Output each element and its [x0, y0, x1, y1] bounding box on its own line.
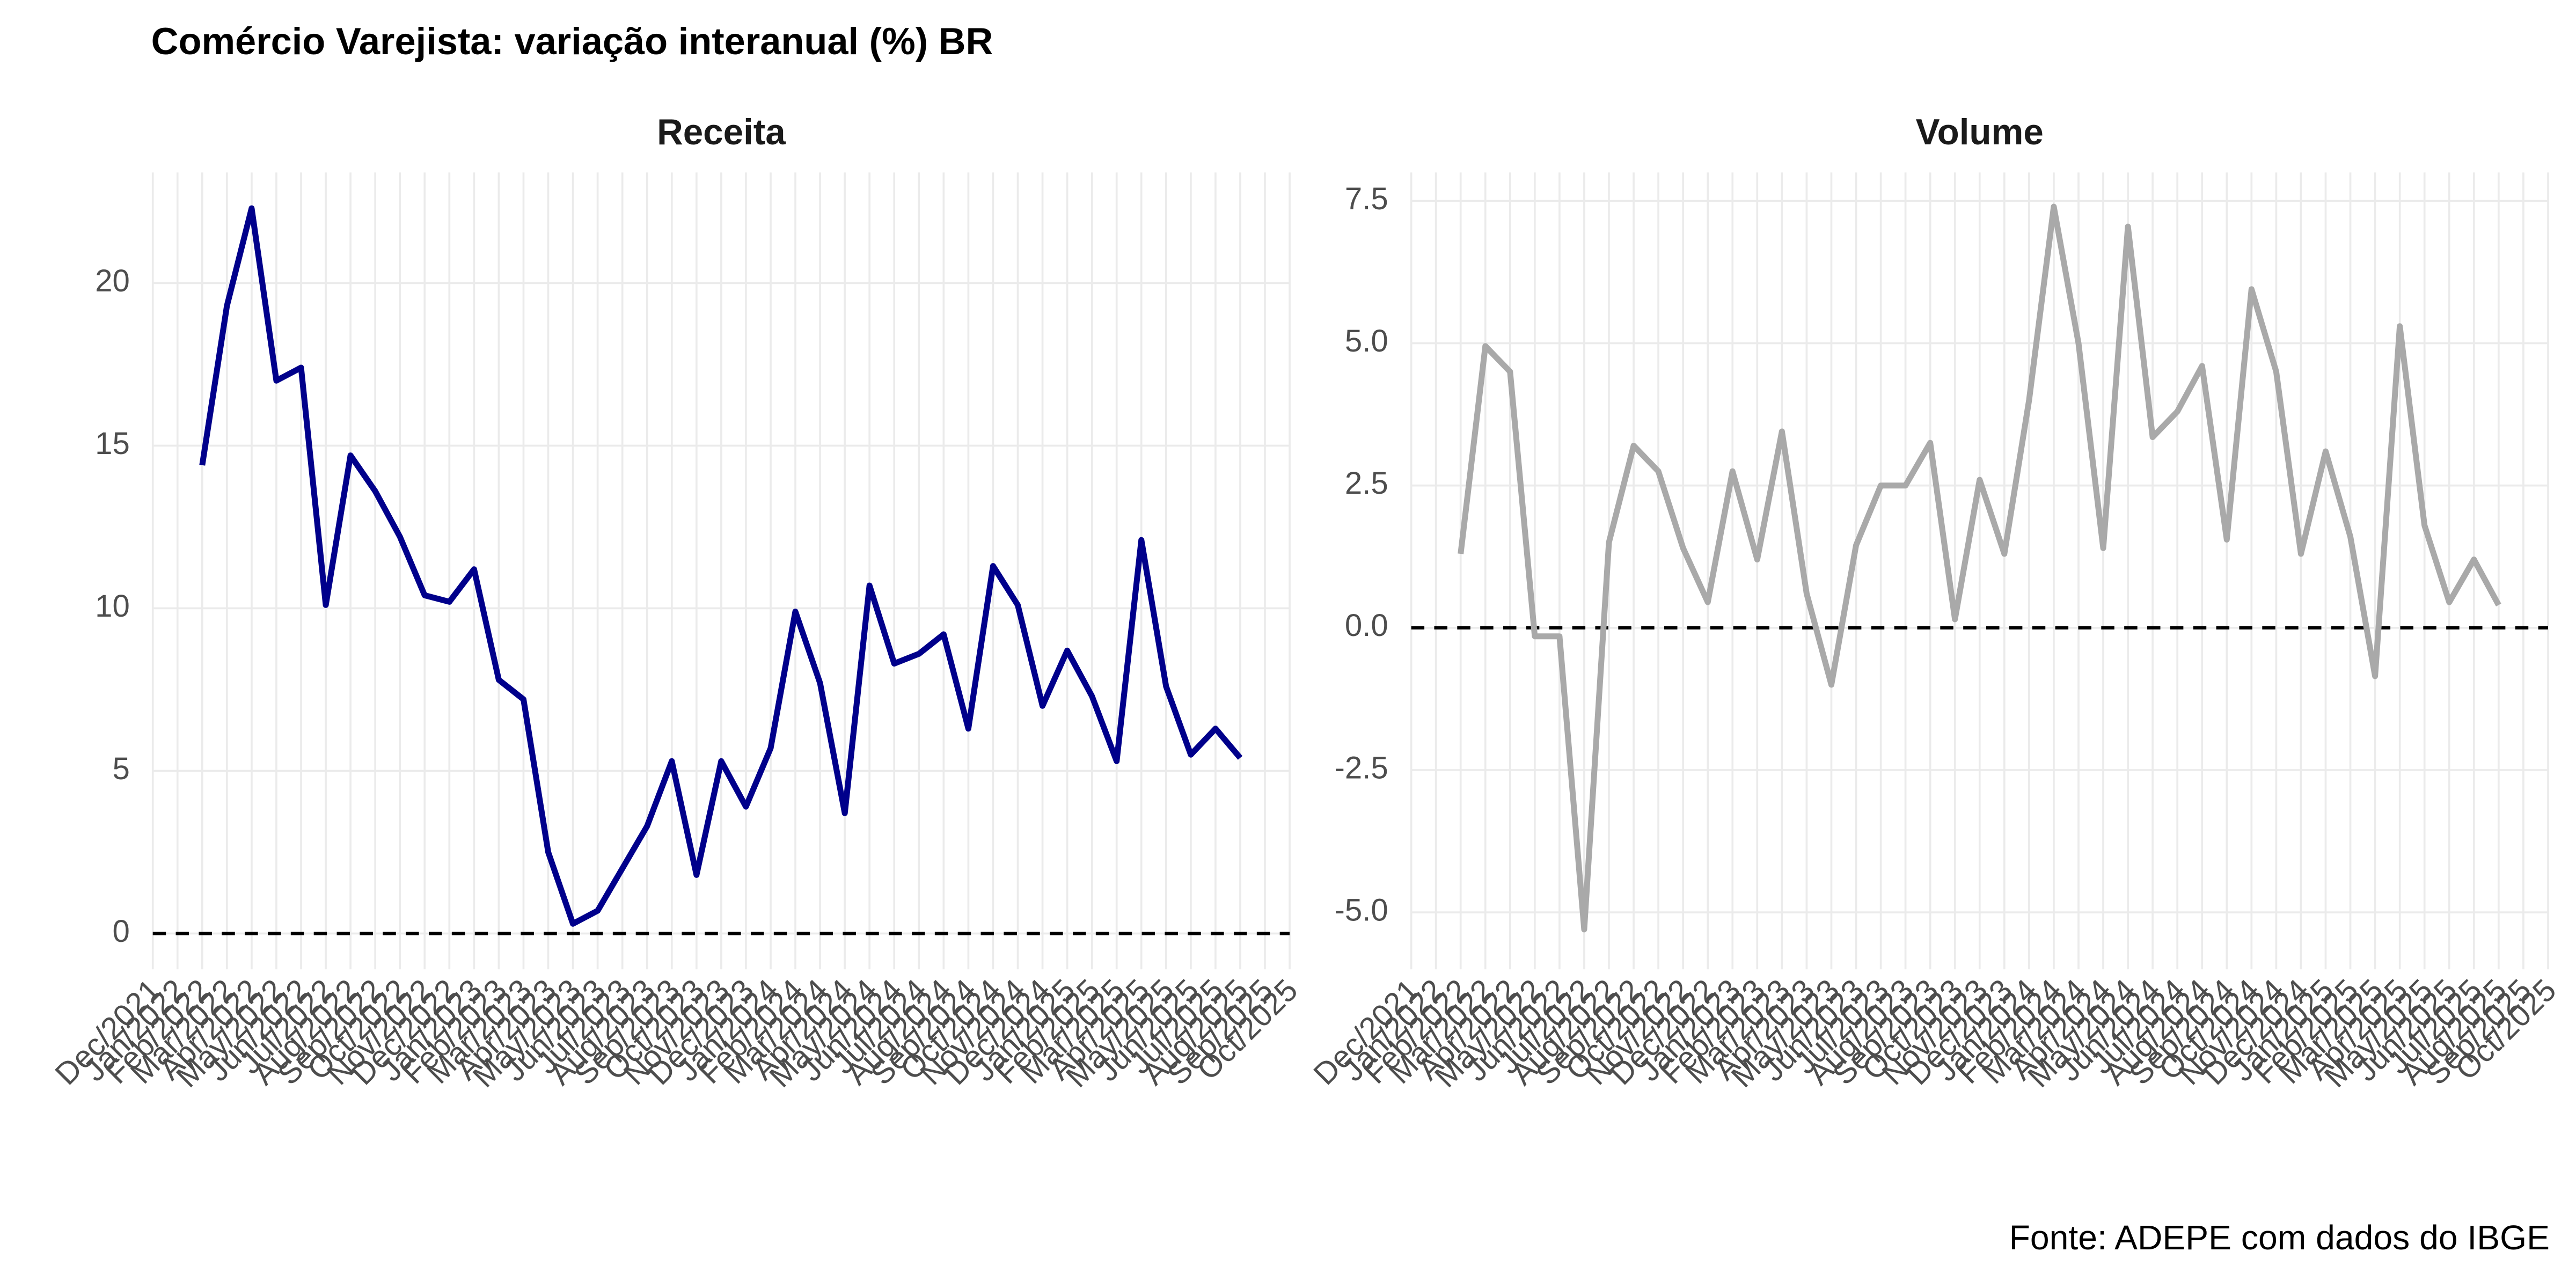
- y-tick-label: 5: [112, 751, 129, 786]
- y-tick-label: 10: [95, 589, 130, 624]
- y-tick-label: -5.0: [1335, 892, 1388, 927]
- series-line: [1458, 203, 2501, 933]
- y-tick-label: -2.5: [1335, 750, 1388, 785]
- facet-title: Volume: [1916, 112, 2044, 152]
- y-tick-label: 15: [95, 426, 130, 461]
- y-tick-label: 0: [112, 914, 129, 949]
- facet-title: Receita: [657, 112, 786, 152]
- y-tick-label: 7.5: [1345, 181, 1388, 216]
- y-tick-label: 2.5: [1345, 466, 1388, 501]
- y-tick-label: 0.0: [1345, 608, 1388, 643]
- chart-title: Comércio Varejista: variação interanual …: [151, 20, 993, 62]
- caption: Fonte: ADEPE com dados do IBGE: [2009, 1218, 2550, 1257]
- y-tick-label: 20: [95, 264, 130, 298]
- series-line: [199, 205, 1243, 927]
- y-tick-label: 5.0: [1345, 324, 1388, 358]
